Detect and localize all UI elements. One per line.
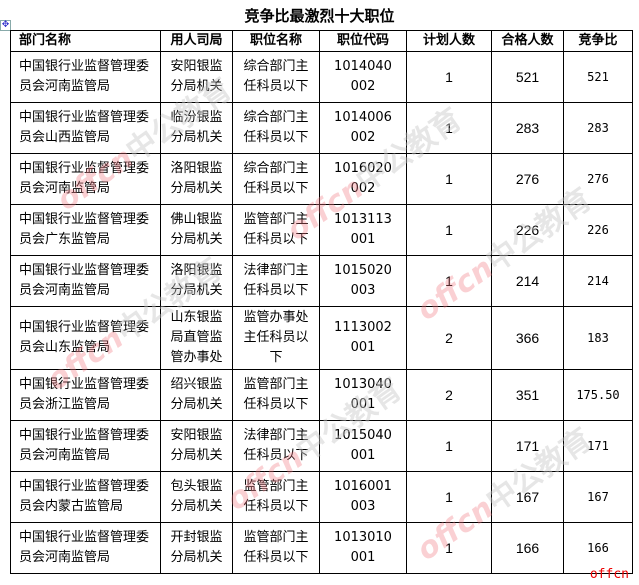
- header-plan: 计划人数: [406, 30, 492, 52]
- table-row: 中国银行业监督管理委员会山西监管局 临汾银监分局机关 综合部门主任科员以下 10140…: [10, 102, 633, 154]
- table-row: 中国银行业监督管理委员会内蒙古监管局 包头银监分局机关 监管部门主任科员以下 1016…: [10, 471, 633, 523]
- cell-plan: 2: [406, 369, 492, 421]
- cell-bureau: 绍兴银监分局机关: [160, 369, 233, 421]
- cell-qualified: 214: [491, 255, 564, 307]
- cell-plan: 1: [406, 204, 492, 256]
- cell-position: 监管部门主任科员以下: [232, 369, 320, 421]
- table-move-handle-icon[interactable]: ✥: [0, 20, 11, 31]
- cell-ratio: 283: [563, 102, 633, 154]
- table-row: 中国银行业监督管理委员会山东监管局 山东银监局直管监管办事处 监管办事处主任科员以下…: [10, 306, 633, 370]
- cell-position: 监管部门主任科员以下: [232, 204, 320, 256]
- cell-qualified: 166: [491, 522, 564, 574]
- cell-dept: 中国银行业监督管理委员会河南监管局: [10, 153, 161, 205]
- cell-plan: 1: [406, 420, 492, 472]
- cell-position: 法律部门主任科员以下: [232, 420, 320, 472]
- cell-qualified: 283: [491, 102, 564, 154]
- cell-code: 1016001003: [319, 471, 407, 523]
- data-table: 部门名称 用人司局 职位名称 职位代码 计划人数 合格人数 竞争比 中国银行业监…: [10, 30, 633, 574]
- header-bureau: 用人司局: [160, 30, 233, 52]
- table-row: 中国银行业监督管理委员会河南监管局 洛阳银监分局机关 综合部门主任科员以下 10160…: [10, 153, 633, 205]
- header-qualified: 合格人数: [491, 30, 564, 52]
- cell-plan: 1: [406, 255, 492, 307]
- cell-qualified: 366: [491, 306, 564, 370]
- cell-dept: 中国银行业监督管理委员会河南监管局: [10, 51, 161, 103]
- cell-dept: 中国银行业监督管理委员会河南监管局: [10, 420, 161, 472]
- cell-ratio: 175.50: [563, 369, 633, 421]
- cell-code: 1015040001: [319, 420, 407, 472]
- table-row: 中国银行业监督管理委员会河南监管局 安阳银监分局机关 法律部门主任科员以下 10150…: [10, 420, 633, 472]
- cell-dept: 中国银行业监督管理委员会河南监管局: [10, 255, 161, 307]
- cell-position: 综合部门主任科员以下: [232, 153, 320, 205]
- cell-position: 监管办事处主任科员以下: [232, 306, 320, 370]
- table-row: 中国银行业监督管理委员会广东监管局 佛山银监分局机关 监管部门主任科员以下 10131…: [10, 204, 633, 256]
- cell-dept: 中国银行业监督管理委员会山东监管局: [10, 306, 161, 370]
- cell-plan: 1: [406, 51, 492, 103]
- cell-position: 综合部门主任科员以下: [232, 51, 320, 103]
- table-header-row: 部门名称 用人司局 职位名称 职位代码 计划人数 合格人数 竞争比: [10, 30, 633, 52]
- cell-bureau: 安阳银监分局机关: [160, 51, 233, 103]
- cell-code: 1016020002: [319, 153, 407, 205]
- cell-bureau: 开封银监分局机关: [160, 522, 233, 574]
- cell-dept: 中国银行业监督管理委员会内蒙古监管局: [10, 471, 161, 523]
- cell-dept: 中国银行业监督管理委员会广东监管局: [10, 204, 161, 256]
- cell-qualified: 226: [491, 204, 564, 256]
- cell-ratio: 226: [563, 204, 633, 256]
- cell-code: 1113002001: [319, 306, 407, 370]
- cell-qualified: 171: [491, 420, 564, 472]
- cell-plan: 1: [406, 102, 492, 154]
- table-row: 中国银行业监督管理委员会浙江监管局 绍兴银监分局机关 监管部门主任科员以下 10130…: [10, 369, 633, 421]
- table-row: 中国银行业监督管理委员会河南监管局 洛阳银监分局机关 法律部门主任科员以下 10150…: [10, 255, 633, 307]
- cell-plan: 1: [406, 153, 492, 205]
- cell-code: 1013113001: [319, 204, 407, 256]
- cell-code: 1013010001: [319, 522, 407, 574]
- cell-ratio: 171: [563, 420, 633, 472]
- header-position: 职位名称: [232, 30, 320, 52]
- cell-plan: 1: [406, 522, 492, 574]
- cell-code: 1013040001: [319, 369, 407, 421]
- cell-code: 1015020003: [319, 255, 407, 307]
- cell-bureau: 洛阳银监分局机关: [160, 255, 233, 307]
- cell-plan: 1: [406, 471, 492, 523]
- cell-ratio: 521: [563, 51, 633, 103]
- cell-ratio: 167: [563, 471, 633, 523]
- cell-code: 1014040002: [319, 51, 407, 103]
- cell-plan: 2: [406, 306, 492, 370]
- table-row: 中国银行业监督管理委员会河南监管局 开封银监分局机关 监管部门主任科员以下 10130…: [10, 522, 633, 574]
- cell-ratio: 214: [563, 255, 633, 307]
- header-code: 职位代码: [319, 30, 407, 52]
- cell-bureau: 洛阳银监分局机关: [160, 153, 233, 205]
- cell-bureau: 包头银监分局机关: [160, 471, 233, 523]
- cell-position: 监管部门主任科员以下: [232, 522, 320, 574]
- cell-qualified: 521: [491, 51, 564, 103]
- cell-ratio: 276: [563, 153, 633, 205]
- cell-position: 监管部门主任科员以下: [232, 471, 320, 523]
- table-title: 竞争比最激烈十大职位: [244, 7, 395, 25]
- cell-dept: 中国银行业监督管理委员会河南监管局: [10, 522, 161, 574]
- cell-qualified: 351: [491, 369, 564, 421]
- offcn-logo: offcn: [589, 567, 629, 582]
- cell-code: 1014006002: [319, 102, 407, 154]
- header-ratio: 竞争比: [563, 30, 633, 52]
- header-dept: 部门名称: [10, 30, 161, 52]
- cell-bureau: 佛山银监分局机关: [160, 204, 233, 256]
- cell-bureau: 安阳银监分局机关: [160, 420, 233, 472]
- cell-ratio: 166: [563, 522, 633, 574]
- cell-qualified: 276: [491, 153, 564, 205]
- cell-dept: 中国银行业监督管理委员会浙江监管局: [10, 369, 161, 421]
- cell-bureau: 山东银监局直管监管办事处: [160, 306, 233, 370]
- cell-ratio: 183: [563, 306, 633, 370]
- cell-bureau: 临汾银监分局机关: [160, 102, 233, 154]
- cell-dept: 中国银行业监督管理委员会山西监管局: [10, 102, 161, 154]
- cell-position: 综合部门主任科员以下: [232, 102, 320, 154]
- cell-qualified: 167: [491, 471, 564, 523]
- cell-position: 法律部门主任科员以下: [232, 255, 320, 307]
- table-row: 中国银行业监督管理委员会河南监管局 安阳银监分局机关 综合部门主任科员以下 10140…: [10, 51, 633, 103]
